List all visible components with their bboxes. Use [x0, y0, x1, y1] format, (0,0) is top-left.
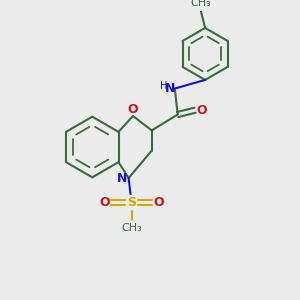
Text: O: O: [153, 196, 164, 209]
Text: H: H: [160, 81, 167, 91]
Text: CH₃: CH₃: [121, 223, 142, 233]
Text: O: O: [99, 196, 110, 209]
Text: S: S: [127, 196, 136, 209]
Text: O: O: [128, 103, 138, 116]
Text: CH₃: CH₃: [190, 0, 211, 8]
Text: O: O: [196, 104, 207, 117]
Text: N: N: [117, 172, 128, 184]
Text: N: N: [164, 82, 175, 95]
